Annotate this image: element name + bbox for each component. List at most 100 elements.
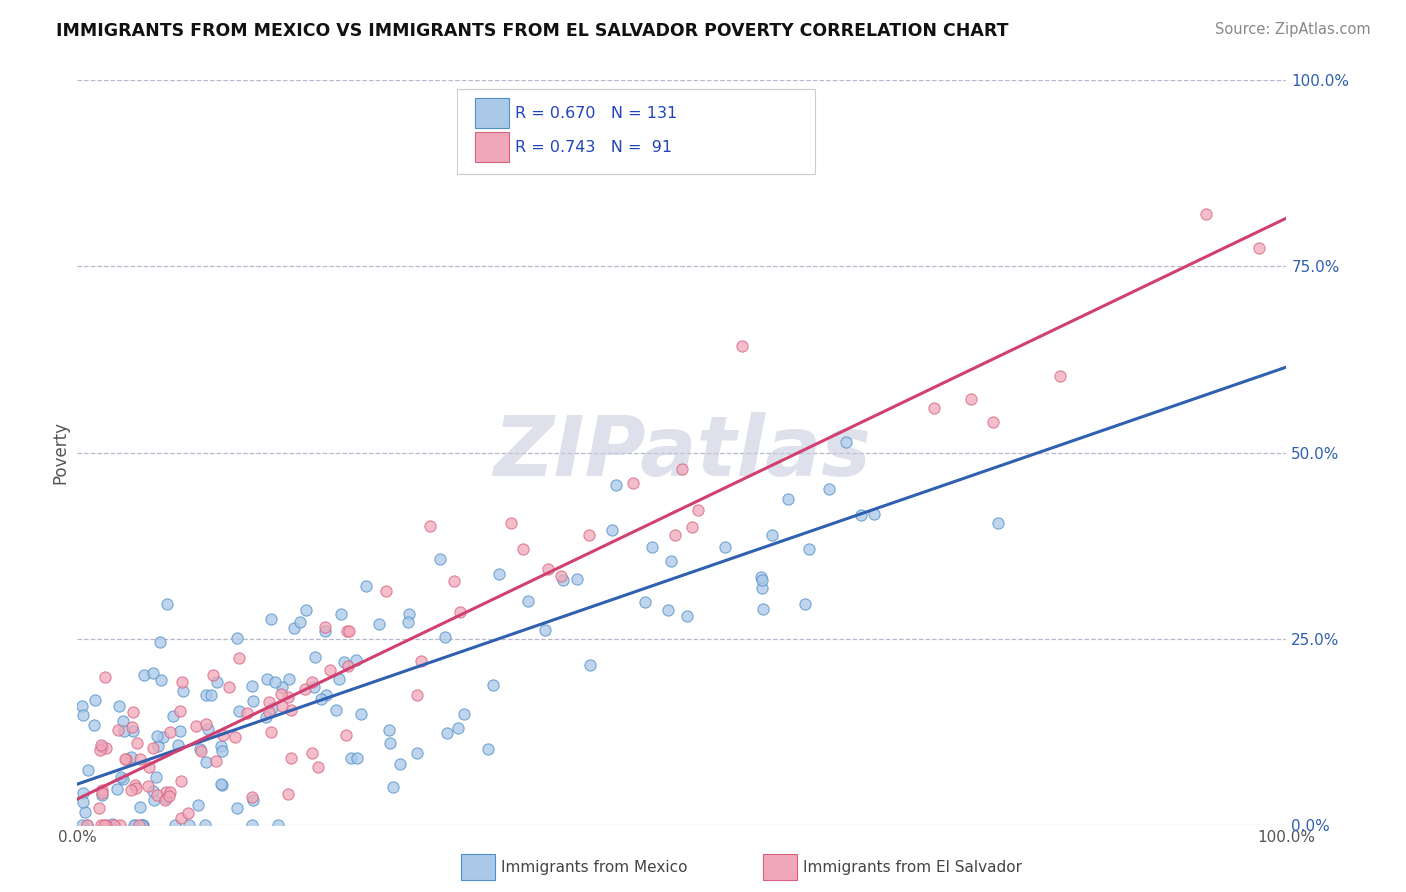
Point bbox=[121, 724, 143, 739]
Point bbox=[129, 800, 152, 814]
Point bbox=[162, 709, 184, 723]
Point bbox=[367, 616, 389, 631]
Text: R = 0.743   N =  91: R = 0.743 N = 91 bbox=[515, 140, 672, 154]
Point bbox=[146, 730, 169, 744]
Point bbox=[156, 597, 179, 611]
Point bbox=[170, 811, 193, 825]
Point bbox=[271, 699, 294, 714]
Point bbox=[128, 818, 150, 832]
Point bbox=[169, 723, 191, 738]
Point bbox=[314, 624, 336, 639]
Point bbox=[263, 675, 285, 690]
Point bbox=[145, 770, 167, 784]
Point bbox=[686, 502, 709, 516]
Point bbox=[671, 462, 693, 476]
Point bbox=[94, 741, 117, 756]
Point bbox=[849, 508, 872, 523]
Point bbox=[157, 789, 180, 803]
Point bbox=[817, 482, 839, 496]
Point bbox=[72, 786, 94, 800]
Point bbox=[72, 699, 94, 714]
Point bbox=[488, 567, 510, 582]
Point bbox=[136, 779, 159, 793]
Text: Immigrants from El Salvador: Immigrants from El Salvador bbox=[803, 860, 1022, 874]
Point bbox=[621, 475, 644, 490]
Point bbox=[72, 708, 94, 723]
Point bbox=[87, 801, 110, 815]
Point bbox=[761, 527, 783, 541]
Point bbox=[132, 667, 155, 681]
Point bbox=[676, 609, 699, 624]
Point bbox=[131, 818, 153, 832]
Point bbox=[277, 690, 299, 705]
Point bbox=[799, 541, 821, 556]
Point bbox=[89, 743, 111, 757]
Point bbox=[152, 730, 174, 744]
Point bbox=[114, 751, 136, 765]
Point bbox=[411, 654, 433, 668]
Point bbox=[73, 805, 96, 819]
Point bbox=[131, 818, 153, 832]
Point bbox=[218, 681, 240, 695]
Point bbox=[105, 782, 128, 797]
Point bbox=[155, 791, 177, 805]
Text: IMMIGRANTS FROM MEXICO VS IMMIGRANTS FROM EL SALVADOR POVERTY CORRELATION CHART: IMMIGRANTS FROM MEXICO VS IMMIGRANTS FRO… bbox=[56, 22, 1008, 40]
Point bbox=[240, 790, 263, 805]
Point bbox=[211, 744, 233, 758]
Point bbox=[128, 752, 150, 766]
Point bbox=[960, 392, 983, 406]
Point bbox=[516, 594, 538, 608]
Point bbox=[634, 595, 657, 609]
Point bbox=[122, 706, 145, 720]
Point bbox=[200, 688, 222, 702]
Point bbox=[194, 689, 217, 703]
Point bbox=[350, 706, 373, 721]
Point bbox=[124, 818, 146, 832]
Point bbox=[605, 477, 627, 491]
Y-axis label: Poverty: Poverty bbox=[51, 421, 69, 484]
Point bbox=[107, 723, 129, 737]
Point bbox=[640, 540, 662, 554]
Point bbox=[142, 784, 165, 798]
Point bbox=[834, 434, 856, 449]
Point bbox=[325, 703, 347, 717]
Point bbox=[301, 746, 323, 760]
Point bbox=[659, 554, 682, 568]
Point bbox=[155, 793, 177, 807]
Point bbox=[146, 739, 169, 753]
Point bbox=[228, 651, 250, 665]
Point bbox=[112, 714, 135, 728]
Point bbox=[169, 704, 191, 718]
Point bbox=[172, 683, 194, 698]
Point bbox=[120, 749, 142, 764]
Point bbox=[1049, 369, 1071, 384]
Text: Immigrants from Mexico: Immigrants from Mexico bbox=[501, 860, 688, 874]
Text: ZIPatlas: ZIPatlas bbox=[494, 412, 870, 493]
Point bbox=[159, 785, 181, 799]
Point bbox=[336, 624, 359, 639]
Point bbox=[749, 570, 772, 584]
Point bbox=[267, 818, 290, 832]
Point bbox=[346, 751, 368, 765]
Point bbox=[209, 777, 232, 791]
Point bbox=[145, 788, 167, 802]
Point bbox=[212, 728, 235, 742]
Point bbox=[124, 780, 146, 795]
Point bbox=[436, 726, 458, 740]
Point bbox=[83, 693, 105, 707]
Point bbox=[987, 516, 1010, 530]
Text: Source: ZipAtlas.com: Source: ZipAtlas.com bbox=[1215, 22, 1371, 37]
Point bbox=[375, 584, 398, 599]
Point bbox=[108, 818, 131, 832]
Point bbox=[91, 782, 114, 797]
Point bbox=[280, 751, 302, 765]
Point bbox=[211, 778, 233, 792]
Point bbox=[512, 541, 534, 556]
Point bbox=[1195, 206, 1218, 220]
Point bbox=[225, 632, 247, 646]
Point bbox=[335, 728, 357, 742]
Point bbox=[242, 793, 264, 807]
Point bbox=[862, 507, 884, 521]
Point bbox=[72, 795, 94, 809]
Point bbox=[301, 674, 323, 689]
